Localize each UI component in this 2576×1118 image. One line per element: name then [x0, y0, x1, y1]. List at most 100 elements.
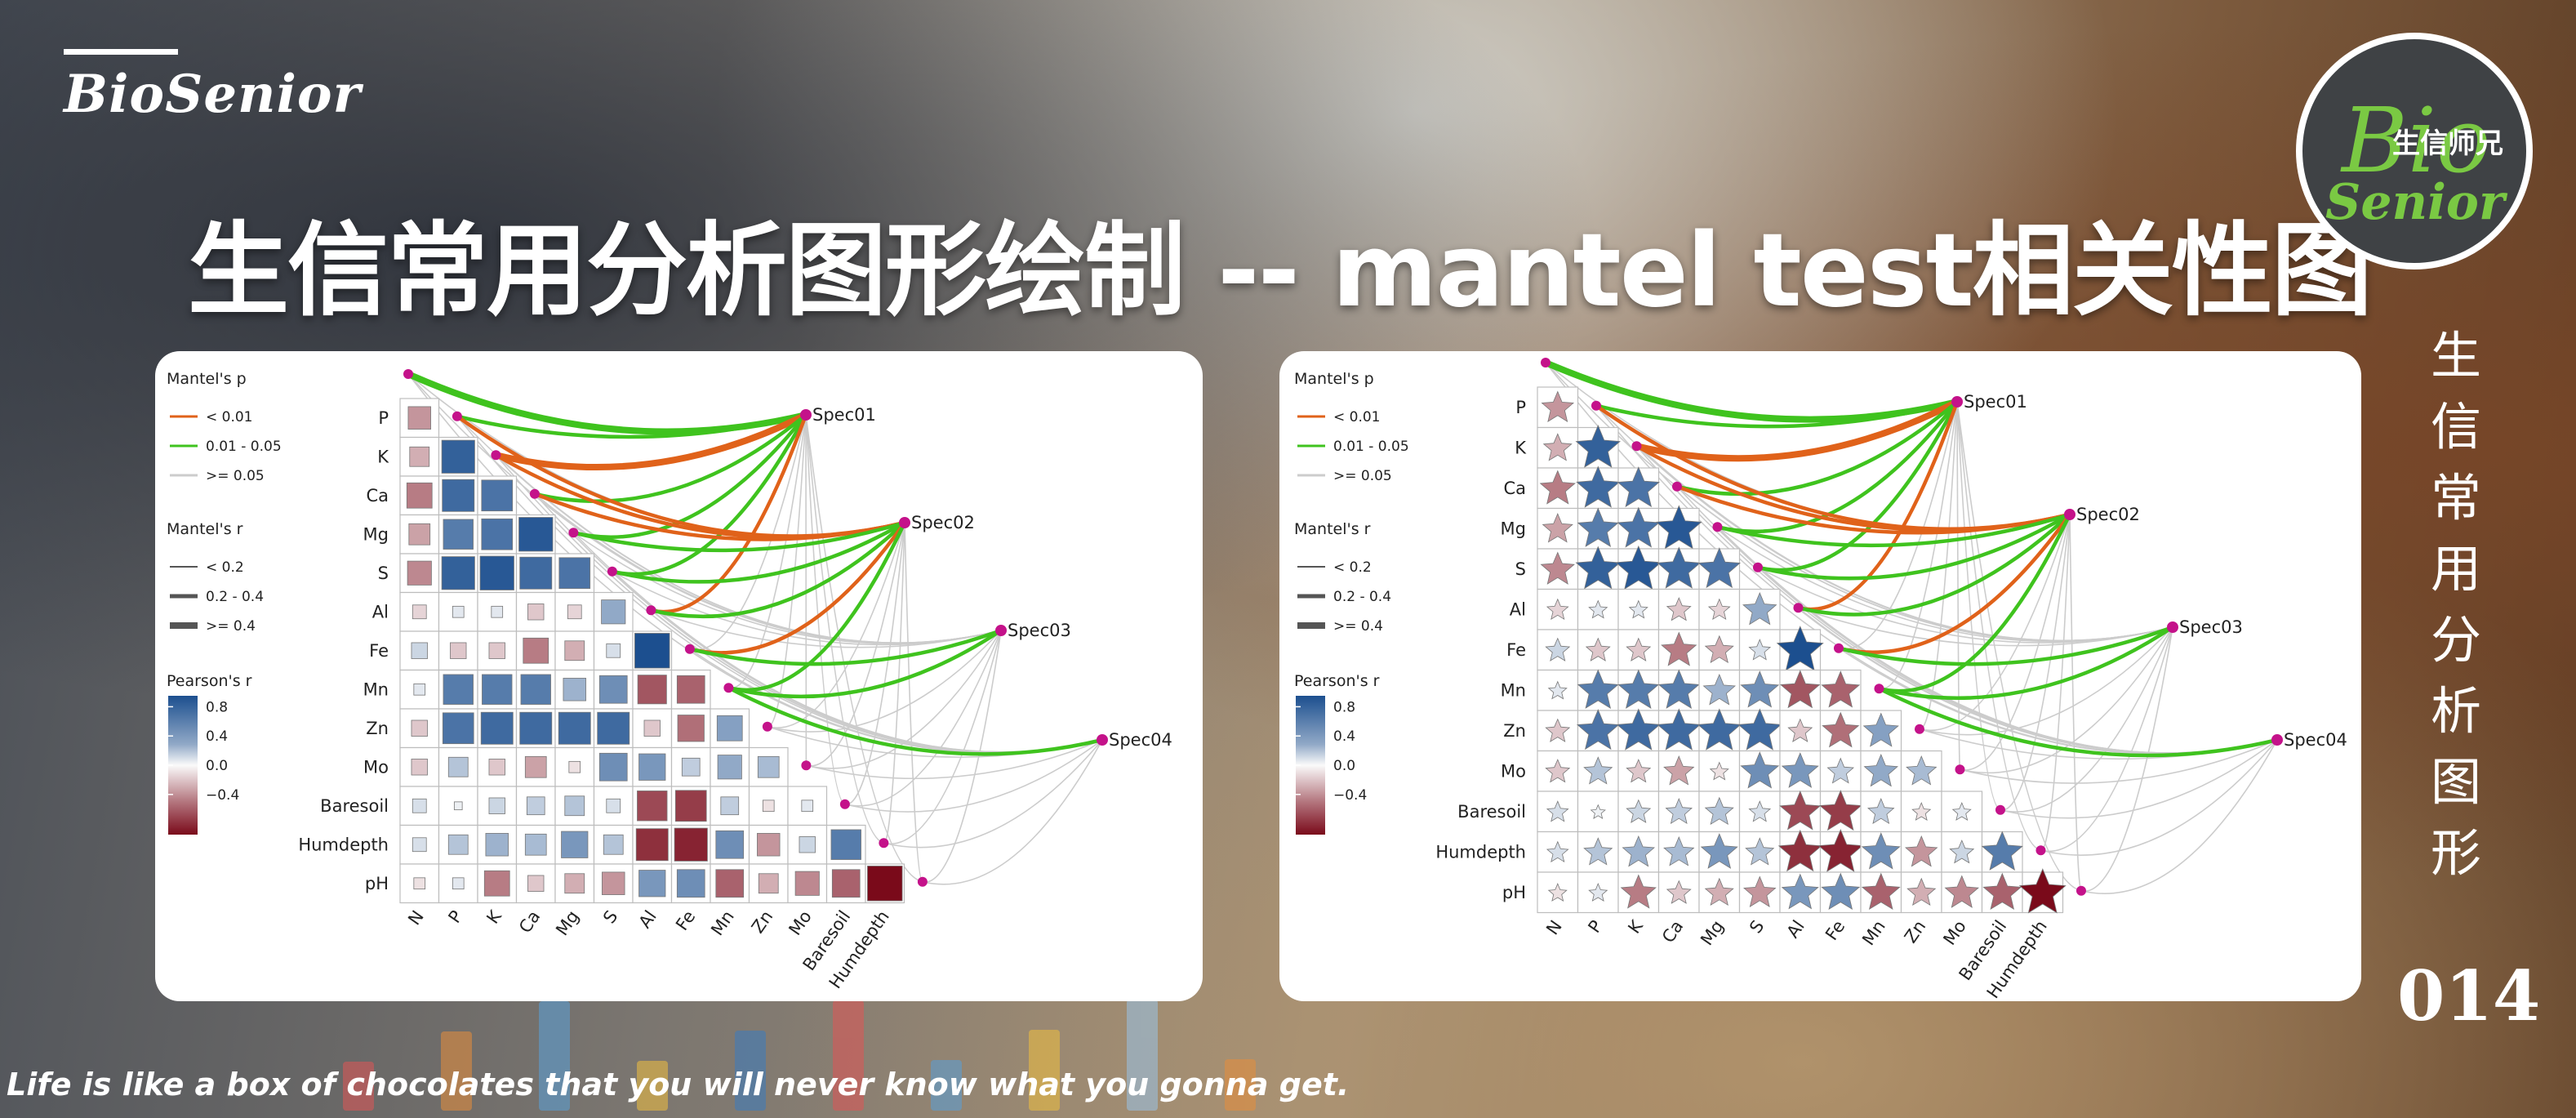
mantel-link-ns	[1919, 401, 1958, 730]
corr-square	[720, 796, 740, 816]
corr-star	[1697, 547, 1741, 589]
corr-star	[1861, 832, 1901, 870]
corr-star	[1781, 752, 1819, 788]
legend-mantel-p-title: Mantel's p	[167, 370, 247, 388]
corr-star	[1704, 796, 1734, 826]
column-label: S	[1746, 917, 1768, 938]
corr-star	[1657, 708, 1702, 751]
corr-square	[606, 643, 621, 658]
mantel-link-significant	[1715, 399, 1960, 534]
variable-node	[1995, 804, 2005, 815]
row-label: Mo	[1501, 761, 1526, 781]
legend-p-label: 0.01 - 0.05	[1333, 439, 1409, 455]
mantel-link-significant	[1755, 512, 2072, 581]
mantel-link-ns	[2000, 514, 2071, 811]
background-stripe	[1225, 1059, 1256, 1111]
species-node	[2167, 621, 2178, 633]
row-label: P	[1515, 398, 1526, 417]
corr-square	[526, 796, 545, 816]
column-label: Mo	[1939, 917, 1969, 949]
corr-star	[1575, 546, 1621, 590]
corr-star	[1944, 875, 1979, 908]
corr-star	[1545, 759, 1571, 783]
corr-square	[519, 711, 553, 745]
mantel-link-significant	[1877, 687, 2280, 758]
variable-node	[646, 605, 656, 616]
mantel-link-ns	[922, 630, 1002, 883]
corr-square	[601, 599, 626, 625]
mantel-link-significant	[727, 686, 1105, 756]
corr-star	[1740, 670, 1780, 708]
legend-p-label: < 0.01	[206, 409, 253, 425]
legend-r-label: < 0.2	[1333, 559, 1372, 576]
mantel-link-ns	[2069, 514, 2082, 892]
corr-square	[758, 873, 779, 894]
corr-square	[637, 791, 668, 822]
colorbar-tick-label: 0.0	[1333, 758, 1355, 774]
row-label: S	[1515, 559, 1526, 579]
corr-star	[1540, 551, 1575, 585]
row-label: Fe	[369, 641, 389, 661]
column-label: K	[483, 906, 505, 928]
column-label: N	[1542, 917, 1566, 939]
colorbar-tick-label: −0.4	[1333, 787, 1367, 804]
corr-square	[558, 557, 591, 590]
legend-r-label: < 0.2	[206, 559, 244, 576]
corr-square	[411, 719, 428, 737]
variable-node	[2075, 885, 2086, 896]
vertical-title-char: 常	[2430, 468, 2481, 528]
corr-star	[1745, 837, 1775, 866]
column-label: N	[404, 907, 428, 929]
legend-r-label: 0.2 - 0.4	[206, 589, 264, 605]
corr-square	[867, 866, 903, 902]
chart-card-stars: Mantel's p < 0.01 0.01 - 0.05 >= 0.05 Mantel…	[1279, 351, 2361, 1001]
mantel-link-ns	[1956, 401, 1961, 771]
corr-square	[483, 870, 510, 897]
corr-star	[1779, 790, 1822, 831]
corr-star	[1588, 883, 1608, 902]
corr-star	[1626, 799, 1652, 823]
vertical-title-char: 生	[2430, 326, 2481, 385]
correlation-matrix	[399, 398, 905, 904]
column-label: Zn	[1901, 917, 1930, 947]
mantel-link-ns	[805, 414, 884, 844]
row-label: Mn	[363, 679, 389, 699]
corr-star	[1666, 597, 1692, 621]
colorbar-tick-label: 0.4	[206, 728, 228, 745]
mantel-link-ns	[767, 630, 1002, 733]
corr-star	[1776, 626, 1824, 671]
variable-node	[1793, 603, 1804, 613]
corr-star	[1665, 798, 1693, 825]
corr-square	[567, 604, 582, 620]
mantel-link-significant	[1877, 512, 2072, 693]
mantel-link-significant	[572, 412, 808, 539]
corr-star	[1704, 877, 1734, 906]
variable-node	[491, 450, 501, 461]
corr-square	[409, 446, 430, 467]
species-label: Spec04	[1109, 730, 1172, 750]
logo-senior-text: Senior	[2325, 174, 2505, 231]
corr-star	[1737, 708, 1782, 751]
mantel-link-ns	[2040, 626, 2173, 853]
mantel-link-significant	[572, 520, 907, 553]
mantel-link-ns	[1956, 401, 2041, 852]
matrix-cell	[593, 786, 634, 826]
background-stripe	[1127, 1000, 1158, 1111]
corr-star	[1657, 546, 1702, 589]
corr-star	[1702, 673, 1736, 706]
corr-square	[412, 837, 427, 853]
corr-square	[801, 800, 814, 813]
variable-node	[568, 528, 579, 538]
corr-square	[606, 798, 621, 813]
legend-r-label: >= 0.4	[206, 618, 256, 635]
variable-node	[839, 799, 850, 809]
vertical-title-char: 分	[2430, 610, 2481, 670]
mantel-link-ns	[2040, 514, 2071, 852]
corr-star	[1655, 505, 1702, 550]
variable-node	[1541, 358, 1550, 367]
background-stripe	[833, 1000, 864, 1111]
corr-square	[715, 869, 745, 898]
corr-star	[1704, 635, 1734, 664]
background-stripe	[1029, 1030, 1060, 1111]
mantel-link-ns	[1960, 514, 2071, 771]
